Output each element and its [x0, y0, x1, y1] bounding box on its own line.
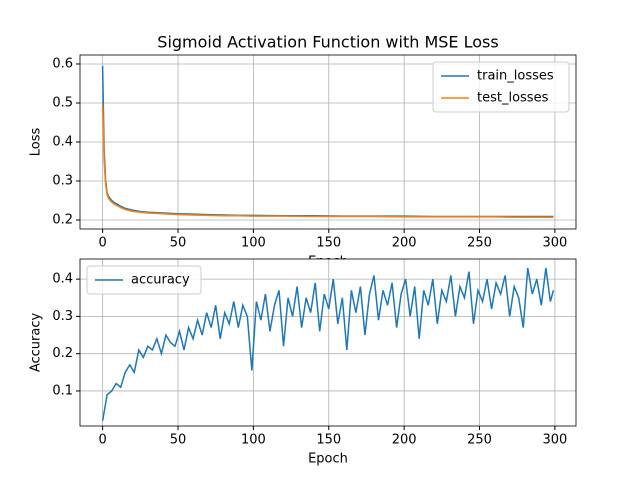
- data-line: [101, 104, 554, 219]
- axes: 0 50 100 150 200 250 300 0.1 0.2 0.3 0.4: [52, 259, 576, 448]
- x-tick-label: 100: [241, 433, 266, 448]
- y-tick-label: 0.3: [52, 174, 73, 189]
- legend-box: [432, 61, 570, 113]
- x-tick-label: 150: [316, 236, 341, 251]
- x-tick-label: 250: [467, 433, 492, 448]
- y-tick-label: 0.3: [52, 309, 73, 324]
- legend-label: accuracy: [131, 273, 190, 288]
- x-tick-label: 200: [392, 236, 417, 251]
- y-axis-label: Loss: [29, 128, 44, 157]
- legend-box: [86, 265, 202, 295]
- data-line: [101, 267, 555, 421]
- y-tick-label: 0.6: [52, 56, 73, 71]
- y-tick-label: 0.5: [52, 95, 73, 110]
- axes-frame: [79, 258, 577, 427]
- y-tick-label: 0.4: [52, 272, 73, 287]
- x-tick-label: 250: [467, 236, 492, 251]
- x-tick-label: 300: [542, 433, 567, 448]
- chart-title: Sigmoid Activation Function with MSE Los…: [157, 33, 498, 52]
- y-tick-label: 0.2: [52, 213, 73, 228]
- legend-label: test_losses: [477, 91, 549, 106]
- x-tick-label: 150: [316, 433, 341, 448]
- x-tick-label: 0: [98, 433, 106, 448]
- legend-label: train_losses: [477, 69, 554, 84]
- x-tick-label: 50: [170, 433, 187, 448]
- x-tick-label: 200: [392, 433, 417, 448]
- y-tick-label: 0.2: [52, 346, 73, 361]
- axes-frame: [79, 54, 577, 230]
- x-tick-label: 100: [241, 236, 266, 251]
- y-axis-label: Accuracy: [29, 313, 44, 373]
- x-tick-label: 300: [542, 236, 567, 251]
- x-axis-label: Epoch: [308, 452, 348, 467]
- x-tick-label: 50: [170, 236, 187, 251]
- x-tick-label: 0: [98, 236, 106, 251]
- y-tick-label: 0.1: [52, 383, 73, 398]
- y-tick-label: 0.4: [52, 135, 73, 150]
